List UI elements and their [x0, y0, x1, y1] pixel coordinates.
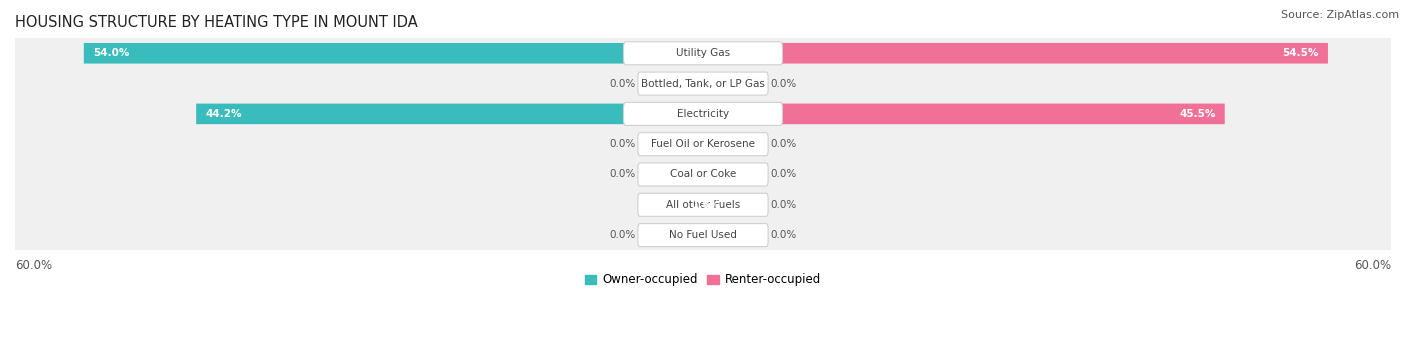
FancyBboxPatch shape — [623, 102, 783, 125]
FancyBboxPatch shape — [703, 164, 766, 185]
FancyBboxPatch shape — [703, 73, 766, 94]
FancyBboxPatch shape — [623, 42, 783, 65]
Text: 45.5%: 45.5% — [1180, 109, 1216, 119]
FancyBboxPatch shape — [638, 133, 768, 156]
FancyBboxPatch shape — [640, 164, 703, 185]
Text: HOUSING STRUCTURE BY HEATING TYPE IN MOUNT IDA: HOUSING STRUCTURE BY HEATING TYPE IN MOU… — [15, 15, 418, 30]
FancyBboxPatch shape — [703, 104, 1225, 124]
FancyBboxPatch shape — [703, 194, 766, 215]
Text: 0.0%: 0.0% — [770, 78, 797, 89]
Text: Electricity: Electricity — [676, 109, 730, 119]
Text: 0.0%: 0.0% — [609, 230, 636, 240]
FancyBboxPatch shape — [84, 43, 703, 63]
FancyBboxPatch shape — [703, 43, 1327, 63]
FancyBboxPatch shape — [638, 163, 768, 186]
Text: 0.0%: 0.0% — [609, 78, 636, 89]
FancyBboxPatch shape — [13, 176, 1393, 233]
Text: 44.2%: 44.2% — [205, 109, 242, 119]
FancyBboxPatch shape — [703, 225, 766, 246]
FancyBboxPatch shape — [682, 194, 703, 215]
Text: 60.0%: 60.0% — [15, 259, 52, 272]
FancyBboxPatch shape — [13, 116, 1393, 173]
FancyBboxPatch shape — [640, 134, 703, 154]
FancyBboxPatch shape — [13, 55, 1393, 112]
Text: Utility Gas: Utility Gas — [676, 48, 730, 58]
Text: Bottled, Tank, or LP Gas: Bottled, Tank, or LP Gas — [641, 78, 765, 89]
Text: 0.0%: 0.0% — [770, 230, 797, 240]
FancyBboxPatch shape — [197, 104, 703, 124]
Text: Fuel Oil or Kerosene: Fuel Oil or Kerosene — [651, 139, 755, 149]
Text: 54.0%: 54.0% — [93, 48, 129, 58]
FancyBboxPatch shape — [638, 72, 768, 95]
FancyBboxPatch shape — [13, 146, 1393, 203]
Text: 0.0%: 0.0% — [770, 139, 797, 149]
Text: 0.0%: 0.0% — [609, 169, 636, 179]
Text: All other Fuels: All other Fuels — [666, 200, 740, 210]
FancyBboxPatch shape — [13, 85, 1393, 143]
Text: 0.0%: 0.0% — [770, 169, 797, 179]
FancyBboxPatch shape — [638, 224, 768, 247]
Text: 1.8%: 1.8% — [692, 200, 720, 210]
FancyBboxPatch shape — [640, 225, 703, 246]
FancyBboxPatch shape — [703, 134, 766, 154]
Text: 0.0%: 0.0% — [770, 200, 797, 210]
Text: 0.0%: 0.0% — [609, 139, 636, 149]
Text: Coal or Coke: Coal or Coke — [669, 169, 737, 179]
FancyBboxPatch shape — [13, 207, 1393, 264]
Text: No Fuel Used: No Fuel Used — [669, 230, 737, 240]
Legend: Owner-occupied, Renter-occupied: Owner-occupied, Renter-occupied — [579, 269, 827, 291]
Text: Source: ZipAtlas.com: Source: ZipAtlas.com — [1281, 10, 1399, 20]
Text: 54.5%: 54.5% — [1282, 48, 1319, 58]
FancyBboxPatch shape — [13, 25, 1393, 82]
FancyBboxPatch shape — [640, 73, 703, 94]
Text: 60.0%: 60.0% — [1354, 259, 1391, 272]
FancyBboxPatch shape — [638, 193, 768, 216]
